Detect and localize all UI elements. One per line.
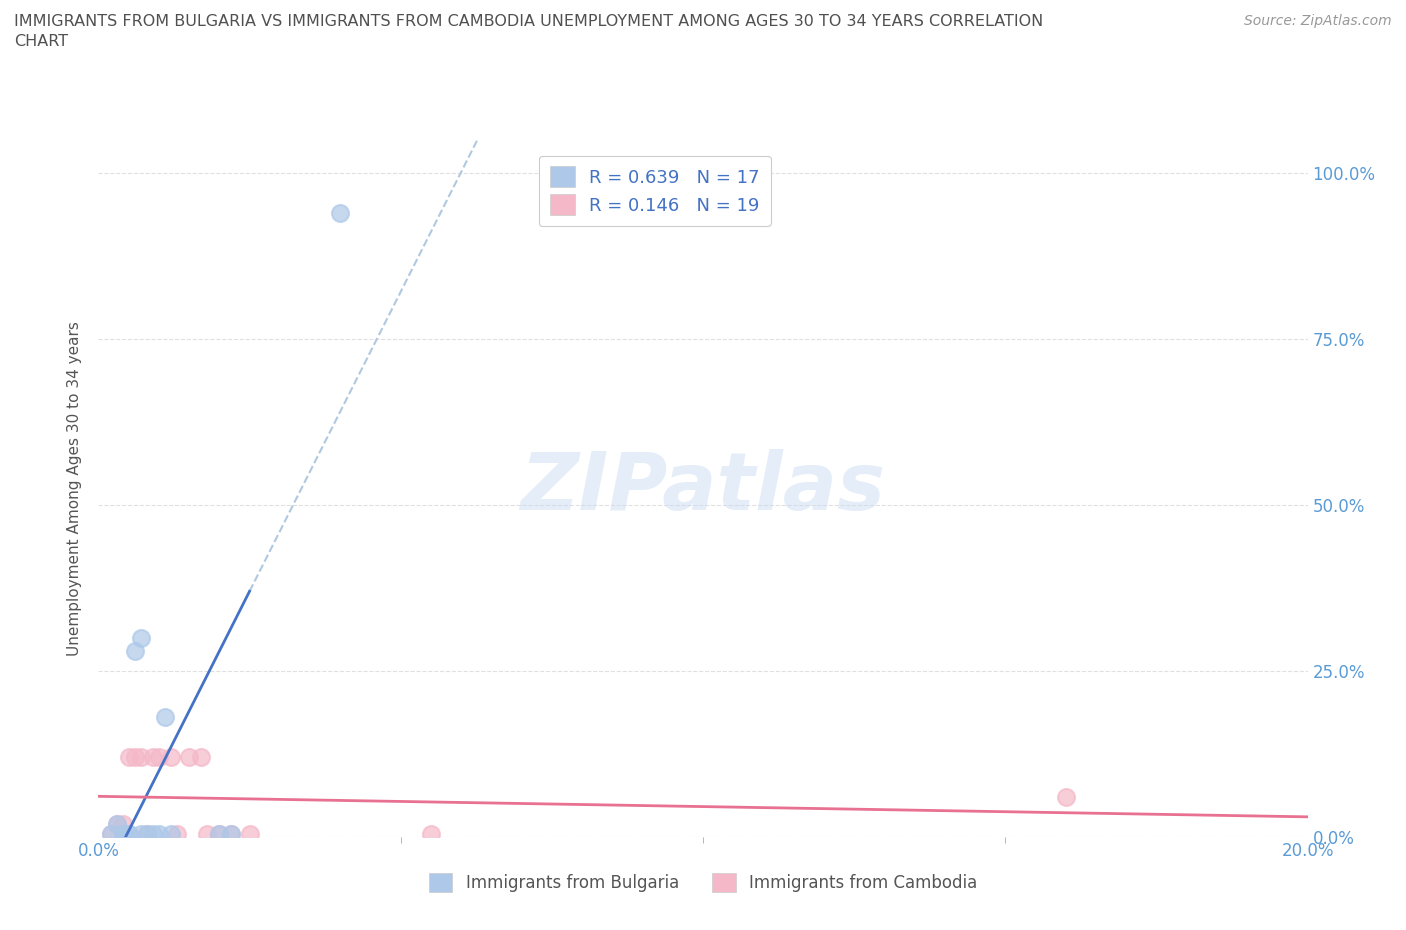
Point: [179, 750, 201, 764]
Point: [239, 826, 262, 841]
Point: [129, 631, 152, 645]
Point: [124, 750, 146, 764]
Point: [166, 826, 188, 841]
Point: [160, 750, 183, 764]
Point: [142, 826, 165, 841]
Text: ZIPatlas: ZIPatlas: [520, 449, 886, 527]
Point: [190, 750, 212, 764]
Point: [118, 826, 141, 841]
Point: [221, 826, 243, 841]
Point: [195, 826, 218, 841]
Point: [111, 826, 134, 841]
Point: [118, 826, 141, 841]
Point: [208, 826, 231, 841]
Point: [420, 826, 443, 841]
Point: [329, 206, 352, 220]
Legend: Immigrants from Bulgaria, Immigrants from Cambodia: Immigrants from Bulgaria, Immigrants fro…: [422, 866, 984, 898]
Point: [105, 817, 128, 831]
Point: [208, 826, 231, 841]
Point: [105, 817, 128, 831]
Text: Source: ZipAtlas.com: Source: ZipAtlas.com: [1244, 14, 1392, 28]
Point: [160, 826, 183, 841]
Y-axis label: Unemployment Among Ages 30 to 34 years: Unemployment Among Ages 30 to 34 years: [67, 321, 83, 656]
Text: IMMIGRANTS FROM BULGARIA VS IMMIGRANTS FROM CAMBODIA UNEMPLOYMENT AMONG AGES 30 : IMMIGRANTS FROM BULGARIA VS IMMIGRANTS F…: [14, 14, 1043, 48]
Point: [135, 826, 157, 841]
Point: [118, 750, 141, 764]
Point: [100, 826, 122, 841]
Point: [129, 826, 152, 841]
Point: [129, 750, 152, 764]
Point: [100, 826, 122, 841]
Point: [111, 826, 134, 841]
Point: [221, 826, 243, 841]
Point: [148, 750, 170, 764]
Point: [135, 826, 157, 841]
Point: [1054, 790, 1077, 804]
Point: [148, 826, 170, 841]
Point: [142, 750, 165, 764]
Point: [111, 817, 134, 831]
Point: [124, 644, 146, 658]
Point: [153, 710, 176, 724]
